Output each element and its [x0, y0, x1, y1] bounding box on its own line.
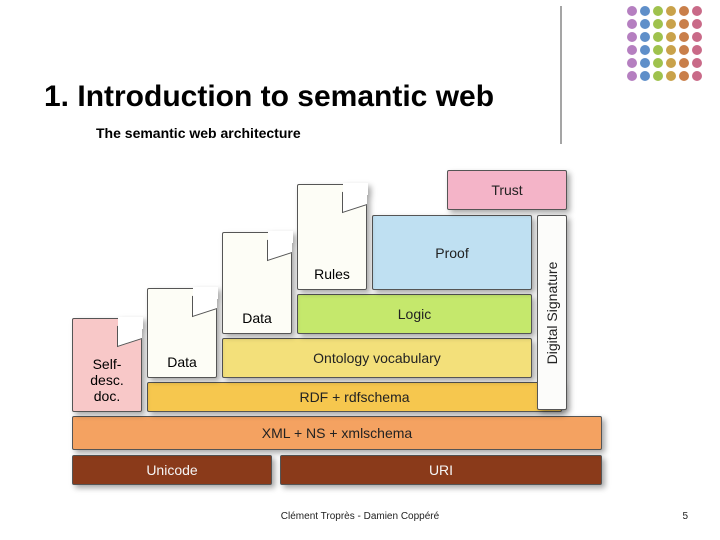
doc-label-data2: Data	[222, 310, 292, 326]
doc-data1: Data	[147, 288, 217, 378]
layer-proof: Proof	[372, 215, 532, 290]
layer-unicode: Unicode	[72, 455, 272, 485]
slide-subtitle: The semantic web architecture	[96, 125, 301, 141]
dot-icon	[640, 32, 650, 42]
layer-trust: Trust	[447, 170, 567, 210]
doc-label-rules: Rules	[297, 266, 367, 282]
layer-xml: XML + NS + xmlschema	[72, 416, 602, 450]
page-number: 5	[682, 511, 688, 522]
dot-icon	[692, 32, 702, 42]
layer-rdf: RDF + rdfschema	[147, 382, 562, 412]
footer-author: Clément Troprès - Damien Coppéré	[0, 511, 720, 522]
dot-icon	[679, 71, 689, 81]
doc-data2: Data	[222, 232, 292, 334]
dot-icon	[679, 45, 689, 55]
dot-icon	[627, 45, 637, 55]
dot-icon	[692, 45, 702, 55]
dot-icon	[653, 19, 663, 29]
layer-digital-signature: Digital Signature	[537, 215, 567, 410]
doc-label-selfdesc: Self-desc.doc.	[72, 356, 142, 404]
dot-icon	[653, 71, 663, 81]
dot-icon	[653, 6, 663, 16]
decorative-dot-grid	[627, 6, 702, 81]
dot-icon	[627, 19, 637, 29]
dot-icon	[679, 6, 689, 16]
dot-icon	[679, 19, 689, 29]
dot-icon	[666, 19, 676, 29]
dot-icon	[640, 19, 650, 29]
dot-icon	[653, 58, 663, 68]
dot-icon	[627, 32, 637, 42]
dot-icon	[692, 19, 702, 29]
digital-signature-label: Digital Signature	[544, 261, 560, 364]
dot-icon	[653, 32, 663, 42]
doc-selfdesc: Self-desc.doc.	[72, 318, 142, 412]
layer-uri: URI	[280, 455, 602, 485]
dot-icon	[692, 71, 702, 81]
dot-icon	[666, 6, 676, 16]
dot-icon	[640, 45, 650, 55]
dot-icon	[692, 58, 702, 68]
doc-rules: Rules	[297, 184, 367, 290]
accent-bar	[560, 6, 562, 144]
dot-icon	[627, 71, 637, 81]
dot-icon	[627, 58, 637, 68]
dot-icon	[692, 6, 702, 16]
dot-icon	[666, 71, 676, 81]
dot-icon	[679, 58, 689, 68]
layer-logic: Logic	[297, 294, 532, 334]
dot-icon	[666, 45, 676, 55]
dot-icon	[640, 58, 650, 68]
dot-icon	[653, 45, 663, 55]
dot-icon	[679, 32, 689, 42]
layer-ontology: Ontology vocabulary	[222, 338, 532, 378]
dot-icon	[666, 32, 676, 42]
slide-title: 1. Introduction to semantic web	[44, 80, 494, 114]
dot-icon	[640, 71, 650, 81]
slide: 1. Introduction to semantic web The sema…	[0, 0, 720, 540]
dot-icon	[627, 6, 637, 16]
semantic-web-architecture-diagram: Unicode URI XML + NS + xmlschema RDF + rdfs…	[72, 160, 602, 485]
dot-icon	[640, 6, 650, 16]
dot-icon	[666, 58, 676, 68]
doc-label-data1: Data	[147, 354, 217, 370]
